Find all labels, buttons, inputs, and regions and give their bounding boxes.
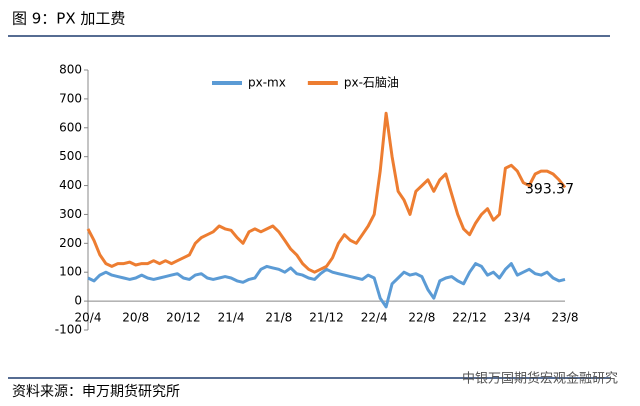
x-tick-label: 22/8 — [408, 311, 435, 325]
x-tick-label: 21/12 — [309, 311, 344, 325]
data-label: 393.37 — [525, 181, 574, 197]
x-tick-label: 21/8 — [265, 311, 292, 325]
x-tick-label: 20/8 — [122, 311, 149, 325]
y-tick-label: 0 — [74, 294, 82, 308]
legend-label: px-石脑油 — [344, 76, 399, 90]
y-tick-label: 500 — [59, 149, 82, 163]
y-tick-label: 800 — [59, 63, 82, 77]
y-tick-label: 700 — [59, 91, 82, 105]
x-tick-label: 22/12 — [452, 311, 487, 325]
x-tick-label: 21/4 — [218, 311, 245, 325]
y-tick-label: 100 — [59, 265, 82, 279]
y-tick-label: 600 — [59, 120, 82, 134]
x-tick-label: 20/4 — [75, 311, 102, 325]
legend-label: px-mx — [248, 76, 286, 90]
y-tick-label: 200 — [59, 236, 82, 250]
x-tick-label: 23/8 — [552, 311, 579, 325]
series-line — [86, 111, 567, 274]
watermark: 中银万国期货宏观金融研究 — [462, 371, 618, 387]
series-line — [87, 262, 566, 309]
source: 资料来源：申万期货研究所 — [12, 383, 180, 400]
x-tick-label: 23/4 — [504, 311, 531, 325]
x-tick-label: 20/12 — [166, 311, 201, 325]
y-tick-label: -100 — [55, 323, 82, 337]
y-tick-label: 400 — [59, 178, 82, 192]
chart-title: 图 9：PX 加工费 — [12, 10, 125, 28]
y-tick-label: 300 — [59, 207, 82, 221]
x-tick-label: 22/4 — [361, 311, 388, 325]
